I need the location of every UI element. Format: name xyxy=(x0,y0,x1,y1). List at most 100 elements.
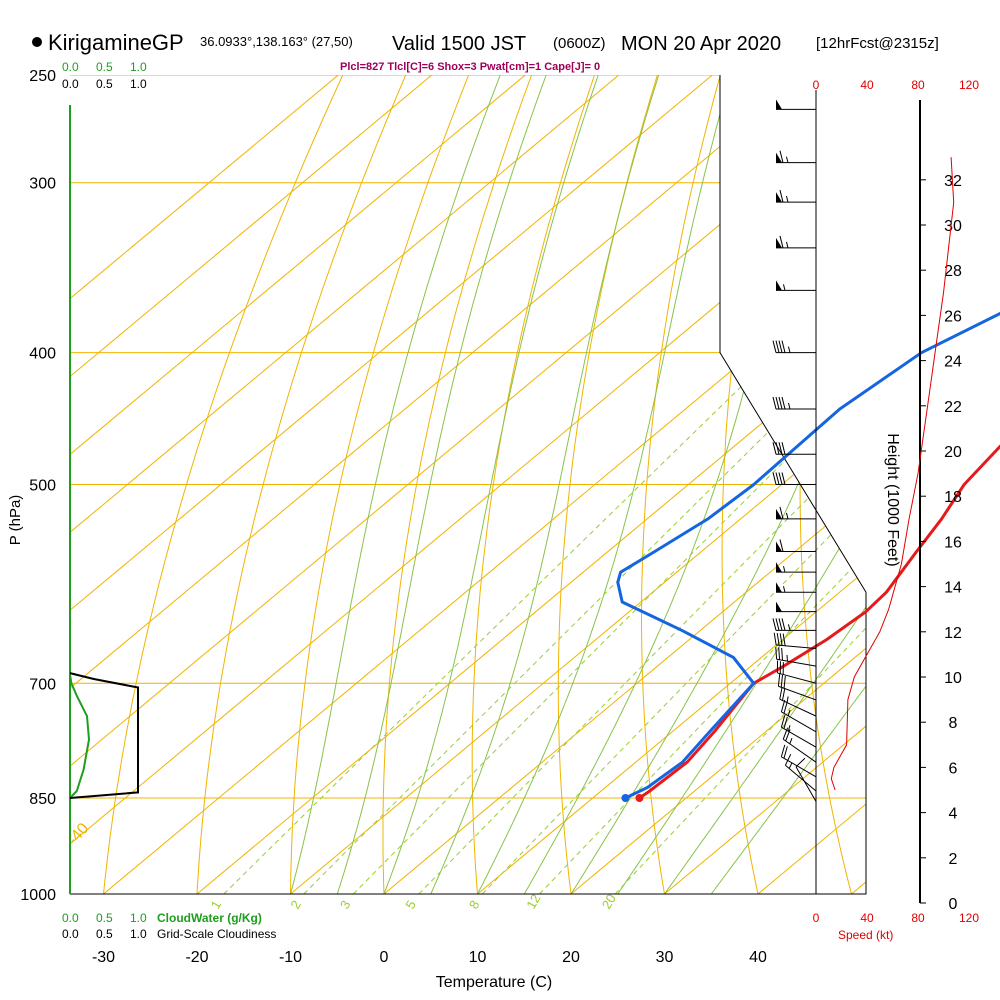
stability-indices: Plcl=827 Tlcl[C]=6 Shox=3 Pwat[cm]=1 Cap… xyxy=(340,61,600,73)
speed-label: Speed (kt) xyxy=(838,928,893,942)
wind-barb xyxy=(772,472,816,485)
cloud-panel: 0.0 0.0 0.0 0.0 0.5 0.5 0.5 0.5 1.0 1.0 1.0 1.0 Clou… xyxy=(62,60,276,941)
station-coords: 36.0933°,138.163° (27,50) xyxy=(200,34,353,49)
mixing-ratio-label: 3 xyxy=(337,898,354,912)
wind-barb xyxy=(776,539,816,552)
cloudwater-tick-top: 0.0 xyxy=(62,60,79,74)
thermo-grid xyxy=(70,75,866,894)
height-tick-label: 26 xyxy=(944,308,962,325)
wind-barb xyxy=(780,699,817,733)
wind-barb xyxy=(779,686,817,717)
wind-barb xyxy=(776,189,816,203)
height-tick-label: 4 xyxy=(949,806,958,823)
pressure-tick-label: 250 xyxy=(29,68,56,85)
x-axis-label: Temperature (C) xyxy=(436,974,552,991)
speed-tick-top: 120 xyxy=(959,78,979,92)
sounding-profiles xyxy=(616,311,1000,802)
station-marker-icon xyxy=(32,37,42,47)
mixing-ratio-label: 12 xyxy=(523,891,543,911)
temperature-tick-label: -30 xyxy=(92,949,115,966)
wind-barb xyxy=(772,618,816,631)
temperature-tick-label: 0 xyxy=(380,949,389,966)
height-tick-label: 24 xyxy=(944,354,962,371)
mixing-ratio-label: 5 xyxy=(402,898,419,912)
isotherm-line xyxy=(70,75,339,894)
height-tick-label: 8 xyxy=(949,715,958,732)
height-tick-label: 16 xyxy=(944,534,962,551)
pressure-tick-label: 700 xyxy=(29,676,56,693)
mixing-ratio-line xyxy=(352,352,866,894)
wind-barb xyxy=(773,632,817,650)
isotherm-label: -40 xyxy=(64,820,92,849)
temperature-tick-label: 20 xyxy=(562,949,580,966)
moist-adiabat-line xyxy=(477,75,732,894)
isotherm-line xyxy=(70,75,713,894)
pressure-tick-label: 1000 xyxy=(20,887,56,904)
moist-adiabat-line xyxy=(383,75,599,894)
cloudiness-tick-bottom: 0.0 xyxy=(62,927,79,941)
valid-time: Valid 1500 JST xyxy=(392,33,526,55)
wind-barb xyxy=(782,727,817,763)
wind-speed-profile xyxy=(830,157,955,791)
mixing-ratio-label: 1 xyxy=(207,898,224,912)
temperature-tick-label: 30 xyxy=(656,949,674,966)
speed-tick-bottom: 0 xyxy=(813,911,820,925)
wind-barb xyxy=(772,340,816,354)
isotherm-line xyxy=(70,75,807,894)
cloudwater-tick-bottom: 1.0 xyxy=(130,911,147,925)
height-tick-label: 10 xyxy=(944,670,962,687)
forecast-info: [12hrFcst@2315z] xyxy=(816,35,939,52)
speed-tick-top: 40 xyxy=(860,78,874,92)
mixing-ratio-line xyxy=(303,352,850,894)
moist-adiabat-line xyxy=(430,75,660,894)
height-tick-label: 0 xyxy=(949,896,958,913)
wind-barb xyxy=(776,660,817,684)
cloudiness-tick-top: 0.5 xyxy=(96,77,113,91)
dry-adiabat-line xyxy=(557,75,666,894)
dry-adiabat-line xyxy=(289,75,479,894)
isotherm-line xyxy=(477,75,866,894)
mixing-ratio-line xyxy=(223,352,777,894)
wind-barb xyxy=(775,646,817,667)
wind-barb xyxy=(776,562,816,573)
wind-barb xyxy=(776,99,816,110)
height-tick-label: 22 xyxy=(944,399,962,416)
pressure-tick-label: 300 xyxy=(29,176,56,193)
temperature-tick-label: 40 xyxy=(749,949,767,966)
isotherm-line xyxy=(70,75,433,894)
temperature-tick-label: -10 xyxy=(279,949,302,966)
speed-tick-top: 80 xyxy=(911,78,925,92)
wind-barb xyxy=(776,506,816,520)
surface-dewpoint-dot xyxy=(621,793,630,802)
valid-utc: (0600Z) xyxy=(553,35,606,52)
wind-barb xyxy=(776,150,816,164)
temperature-profile xyxy=(638,444,1000,800)
pressure-tick-label: 400 xyxy=(29,346,56,363)
cloudwater-tick-bottom: 0.5 xyxy=(96,911,113,925)
wind-barb xyxy=(776,601,816,613)
isotherm-line xyxy=(851,75,866,894)
cloudwater-label: CloudWater (g/Kg) xyxy=(157,911,262,925)
temperature-tick-label: 10 xyxy=(469,949,487,966)
height-tick-label: 14 xyxy=(944,580,962,597)
height-tick-label: 20 xyxy=(944,444,962,461)
cloudiness-tick-bottom: 0.5 xyxy=(96,927,113,941)
cloudwater-tick-top: 1.0 xyxy=(130,60,147,74)
dry-adiabat-line xyxy=(195,75,417,894)
mixing-ratio-line xyxy=(418,352,866,894)
height-axis-label: Height (1000 Feet) xyxy=(884,433,901,566)
height-tick-label: 30 xyxy=(944,218,962,235)
wind-barb xyxy=(780,715,817,748)
moist-adiabat-line xyxy=(336,75,547,894)
cloudwater-tick-top: 0.5 xyxy=(96,60,113,74)
wind-barb xyxy=(776,280,816,291)
dry-adiabat-line xyxy=(100,75,355,894)
axis-labels: 123581220-400102030250300400500700850100… xyxy=(7,68,767,991)
isotherm-line xyxy=(70,75,620,894)
moist-adiabat-line xyxy=(710,75,866,894)
isotherm-line xyxy=(664,75,866,894)
moist-adiabat-line xyxy=(290,75,501,894)
moist-adiabat-line xyxy=(617,75,866,894)
